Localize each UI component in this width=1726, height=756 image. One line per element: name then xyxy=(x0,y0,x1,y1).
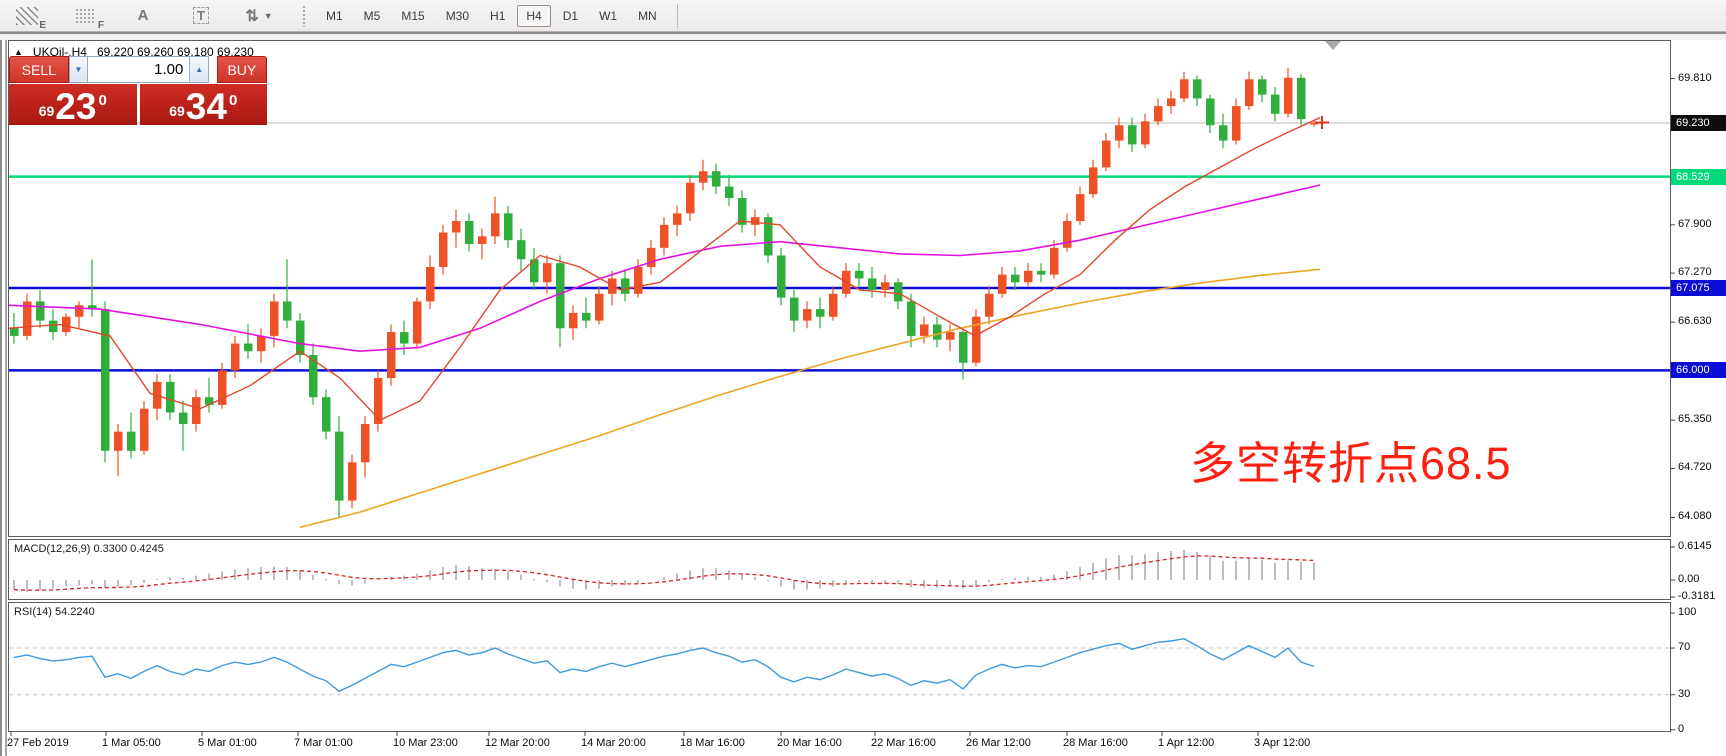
pattern-draw-icon[interactable]: E xyxy=(10,3,46,31)
toolbar-grip[interactable] xyxy=(302,4,307,27)
window-divider xyxy=(0,32,1726,42)
timeframe-button-mn[interactable]: MN xyxy=(638,8,657,23)
hatch-glyph xyxy=(16,6,38,25)
price-badge: 69.230 xyxy=(1671,114,1726,131)
price-badge: 67.075 xyxy=(1671,280,1726,297)
price-badge: 66.000 xyxy=(1671,362,1726,379)
price-badge: 68.529 xyxy=(1671,168,1726,185)
cycle-arrows-icon[interactable]: ⇅ ▼ xyxy=(245,7,273,25)
time-axis-label: 1 Mar 05:00 xyxy=(102,737,161,749)
time-axis-label: 27 Feb 2019 xyxy=(7,737,69,749)
macd-tick-label: 0.00 xyxy=(1678,573,1700,585)
price-axis xyxy=(1671,40,1726,732)
text-box-icon[interactable]: T xyxy=(184,3,218,29)
time-axis-label: 3 Apr 12:00 xyxy=(1254,737,1311,749)
grid-snap-icon[interactable]: F xyxy=(68,3,104,31)
time-axis-label: 20 Mar 16:00 xyxy=(777,737,842,749)
timeframe-button-h4[interactable]: H4 xyxy=(517,4,551,27)
chart-text-annotation: 多空转折点68.5 xyxy=(1190,438,1512,489)
volume-decrease-button[interactable]: ▼ xyxy=(68,56,89,83)
text-label-icon[interactable]: A xyxy=(137,7,149,24)
time-axis-label: 7 Mar 01:00 xyxy=(294,737,353,749)
time-axis-label: 26 Mar 12:00 xyxy=(966,737,1031,749)
price-tick-label: 64.080 xyxy=(1678,510,1712,523)
time-axis-label: 12 Mar 20:00 xyxy=(485,737,550,749)
sell-quote-panel[interactable]: 69 23 0 xyxy=(9,84,137,125)
rsi-tick-label: 100 xyxy=(1678,606,1697,618)
buy-quote-panel[interactable]: 69 34 0 xyxy=(139,84,267,125)
toolbar-separator xyxy=(676,3,678,28)
timeframe-button-m15[interactable]: M15 xyxy=(401,8,425,23)
time-axis-label: 28 Mar 16:00 xyxy=(1063,737,1128,749)
time-axis-label: 14 Mar 20:00 xyxy=(581,737,646,749)
chart-shift-marker-icon[interactable] xyxy=(1325,41,1341,50)
time-axis-label: 18 Mar 16:00 xyxy=(680,737,745,749)
dropdown-caret-icon[interactable]: ▼ xyxy=(263,10,273,21)
collapse-arrow-icon[interactable]: ▲ xyxy=(14,47,23,57)
ohlc-values: 69.220 69.260 69.180 69.230 xyxy=(96,45,254,59)
chart-title: ▲ UKOil-,H4 69.220 69.260 69.180 69.230 xyxy=(14,45,254,59)
price-tick-label: 66.630 xyxy=(1678,315,1712,328)
toolbar: E F A T ⇅ ▼ M1 M5 M15 M30 H1 H4 D1 W1 MN xyxy=(0,0,1726,32)
timeframe-button-m5[interactable]: M5 xyxy=(363,8,381,23)
grid-glyph xyxy=(75,7,95,24)
price-tick-label: 67.900 xyxy=(1678,217,1712,230)
macd-tick-label: -0.3181 xyxy=(1678,590,1716,603)
sell-button[interactable]: SELL xyxy=(9,56,69,83)
one-click-trading-widget: SELL ▼ ▲ BUY 69 23 0 69 34 0 xyxy=(9,56,267,125)
rsi-tick-label: 0 xyxy=(1678,722,1685,735)
symbol-period: UKOil-,H4 xyxy=(32,45,87,59)
rsi-tick-label: 30 xyxy=(1678,687,1691,700)
price-tick-label: 67.270 xyxy=(1678,266,1712,279)
timeframe-button-w1[interactable]: W1 xyxy=(599,8,618,23)
timeframe-button-m1[interactable]: M1 xyxy=(326,8,343,23)
time-axis-label: 5 Mar 01:00 xyxy=(198,737,257,749)
price-tick-label: 69.810 xyxy=(1678,71,1712,84)
timeframe-button-d1[interactable]: D1 xyxy=(562,8,579,23)
timeframe-button-m30[interactable]: M30 xyxy=(445,8,470,23)
volume-increase-button[interactable]: ▲ xyxy=(189,56,210,83)
price-tick-label: 65.350 xyxy=(1678,413,1712,426)
macd-panel[interactable] xyxy=(8,539,1671,600)
rsi-tick-label: 70 xyxy=(1678,641,1691,654)
time-axis-label: 1 Apr 12:00 xyxy=(1158,737,1215,749)
timeframe-button-h1[interactable]: H1 xyxy=(490,8,506,23)
rsi-panel[interactable] xyxy=(8,602,1671,732)
time-axis-label: 10 Mar 23:00 xyxy=(393,737,458,749)
volume-input[interactable] xyxy=(88,56,190,83)
macd-tick-label: 0.6145 xyxy=(1678,540,1712,552)
macd-label: MACD(12,26,9) 0.3300 0.4245 xyxy=(14,543,164,555)
buy-button[interactable]: BUY xyxy=(216,56,267,83)
window-left-border xyxy=(0,40,10,756)
time-axis-label: 22 Mar 16:00 xyxy=(871,737,936,749)
price-tick-label: 64.720 xyxy=(1678,461,1712,474)
rsi-label: RSI(14) 54.2240 xyxy=(14,606,95,618)
